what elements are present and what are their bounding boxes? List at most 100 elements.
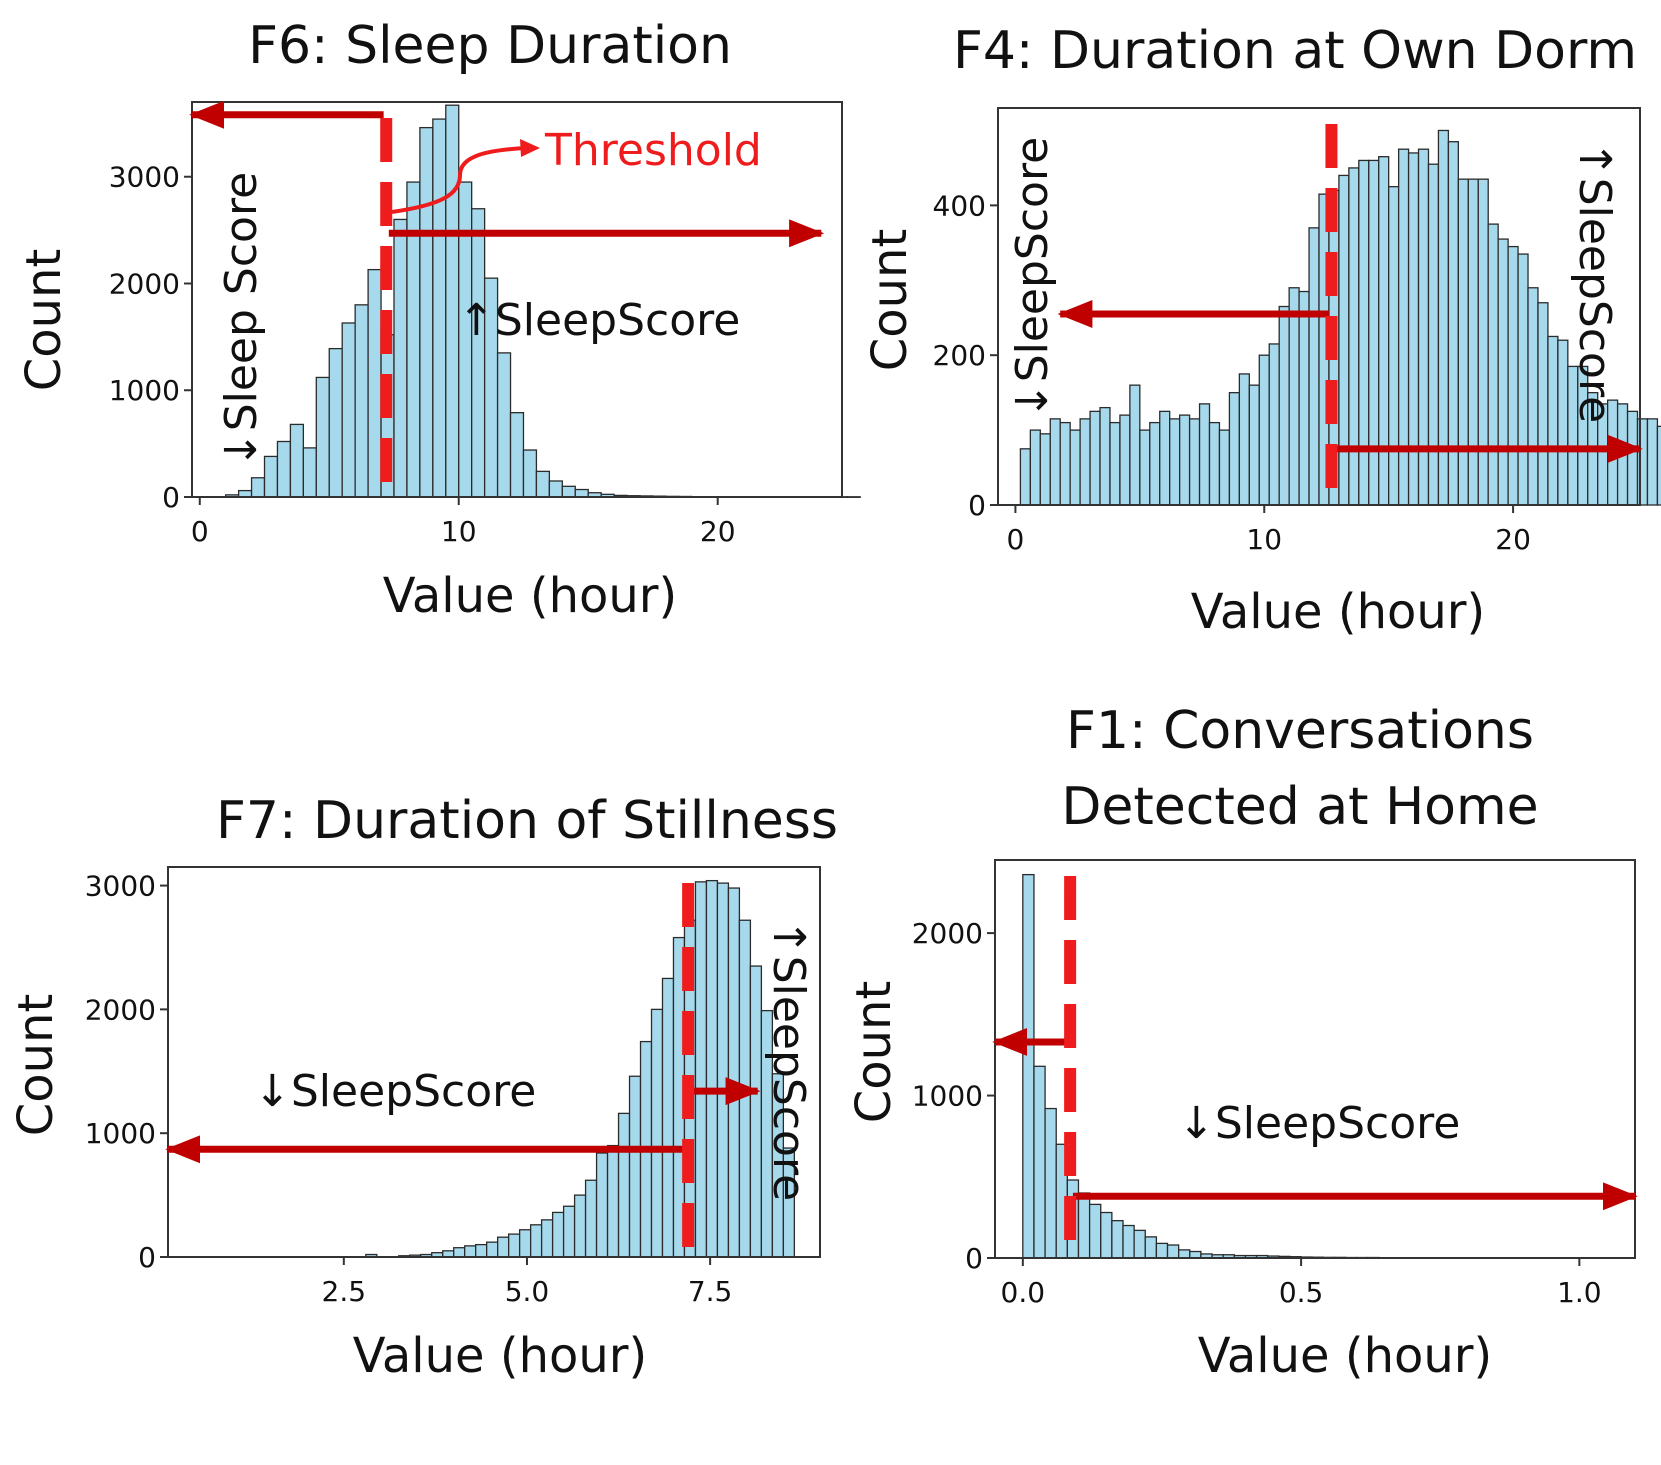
histogram-bar xyxy=(1646,418,1659,506)
histogram-bar xyxy=(1077,1192,1091,1259)
y-tick-label: 0 xyxy=(162,481,180,514)
histogram-bar xyxy=(1079,418,1091,506)
y-tick-label: 2000 xyxy=(912,917,983,950)
annotation-sleep-score-low: ↓SleepScore xyxy=(1007,137,1058,419)
histogram-bar xyxy=(1427,163,1440,506)
histogram-bar xyxy=(1169,418,1181,506)
histogram-bar xyxy=(507,1233,521,1258)
histogram-bar xyxy=(406,181,421,498)
x-tick-label: 10 xyxy=(441,515,477,548)
histogram-bar xyxy=(705,879,719,1258)
histogram-bar xyxy=(1258,354,1270,506)
x-tick-label: 1.0 xyxy=(1557,1276,1602,1309)
histogram-bar xyxy=(749,965,763,1258)
histogram-bar xyxy=(522,449,538,498)
y-tick-label: 200 xyxy=(933,339,986,372)
x-axis-label: Value (hour) xyxy=(353,1328,647,1384)
y-axis-label: Count xyxy=(846,981,902,1124)
x-tick-label: 10 xyxy=(1246,523,1282,556)
histogram-bar xyxy=(1155,1242,1169,1259)
histogram-bar xyxy=(551,1211,565,1258)
histogram-bar xyxy=(1188,418,1201,506)
panel-title: F7: Duration of Stillness xyxy=(216,791,838,851)
y-tick-label: 1000 xyxy=(109,374,180,407)
histogram-bar xyxy=(1656,425,1661,506)
panel-f6: F6: Sleep Duration 0 10 200 1000 2000 3000 Va… xyxy=(16,16,1081,624)
histogram-bar xyxy=(464,1245,477,1258)
histogram-bar xyxy=(846,496,861,498)
histogram-bar xyxy=(250,477,266,498)
y-tick-label: 2000 xyxy=(109,267,180,300)
histogram-bar xyxy=(1228,391,1241,506)
histogram-bar xyxy=(1268,343,1280,506)
histogram-bar xyxy=(1527,287,1539,506)
x-tick-label: 0.5 xyxy=(1279,1276,1324,1309)
histogram-bar xyxy=(1059,421,1071,506)
histogram-bar xyxy=(1144,1236,1158,1259)
histogram-bar xyxy=(1378,156,1390,506)
histogram-bar xyxy=(1088,1203,1102,1259)
histogram-bar xyxy=(419,126,434,498)
x-tick-label: 2.5 xyxy=(322,1275,367,1308)
histogram-bar xyxy=(1122,1224,1135,1259)
y-tick-label: 0 xyxy=(968,489,986,522)
annotation-sleep-score-high: ↑SleepScore xyxy=(1569,141,1620,423)
x-axis-label: Value (hour) xyxy=(383,568,677,624)
histogram-bar xyxy=(1019,448,1032,506)
histogram-bar xyxy=(1166,1244,1180,1259)
histogram-bar xyxy=(595,1152,609,1258)
histogram-bar xyxy=(1457,178,1469,506)
histogram-bar xyxy=(548,480,563,498)
histogram-bar xyxy=(354,304,369,498)
threshold-pointer-head xyxy=(520,139,540,157)
histogram-bar xyxy=(1388,185,1400,506)
histogram-bar xyxy=(1029,429,1041,506)
histogram-bar xyxy=(445,104,460,498)
threshold-label: Threshold xyxy=(544,125,762,176)
y-axis-label: Count xyxy=(8,994,64,1137)
histogram-bar xyxy=(509,412,525,498)
histogram-bar xyxy=(1547,335,1559,506)
x-axis-label: Value (hour) xyxy=(1198,1328,1492,1384)
histogram-bar xyxy=(1248,384,1260,506)
annotation-sleep-score-high: ↑SleepScore xyxy=(763,919,814,1201)
x-tick-label: 0 xyxy=(1007,523,1025,556)
histogram-bar xyxy=(1288,287,1300,506)
panel-title-line-2: Detected at Home xyxy=(1061,777,1538,837)
histogram-bar xyxy=(529,1224,543,1258)
panel-f1: F1: Conversations Detected at Home 0.0 0.… xyxy=(846,701,1638,1384)
panel-title: F6: Sleep Duration xyxy=(248,16,732,76)
histogram-bar xyxy=(315,376,330,498)
histogram-bar xyxy=(1100,1211,1113,1259)
histogram-bar xyxy=(1208,421,1221,506)
annotation-sleep-score-low: ↓SleepScore xyxy=(254,1066,536,1117)
x-tick-label: 7.5 xyxy=(688,1275,733,1308)
histogram-bar xyxy=(1537,302,1549,506)
histogram-bar xyxy=(1358,159,1370,506)
y-tick-label: 3000 xyxy=(109,161,180,194)
histogram-bar xyxy=(1218,429,1231,506)
histogram-bar xyxy=(432,118,447,498)
x-axis-label: Value (hour) xyxy=(1191,584,1485,640)
histogram-bar xyxy=(1049,418,1061,506)
panel-title-line-1: F1: Conversations xyxy=(1066,701,1534,761)
histogram-bar xyxy=(561,485,576,498)
histogram-bar xyxy=(1109,421,1121,506)
histogram-bar xyxy=(661,977,675,1258)
annotation-sleep-score-low: ↓SleepScore xyxy=(1178,1098,1460,1149)
y-tick-label: 1000 xyxy=(85,1117,156,1150)
histogram-bar xyxy=(393,218,408,498)
histogram-bar xyxy=(1033,1065,1046,1259)
histogram-bar xyxy=(1626,410,1639,506)
histogram-bar xyxy=(486,1241,499,1258)
y-tick-label: 0 xyxy=(138,1241,156,1274)
histogram-bar xyxy=(1099,406,1111,506)
histogram-bar xyxy=(1044,1107,1057,1259)
x-tick-label: 0 xyxy=(191,515,209,548)
y-tick-label: 400 xyxy=(933,189,986,222)
histogram-bar xyxy=(540,1219,554,1258)
histogram-bar xyxy=(496,352,512,498)
histogram-bar xyxy=(1133,1229,1146,1259)
histogram-bar xyxy=(1507,245,1519,506)
